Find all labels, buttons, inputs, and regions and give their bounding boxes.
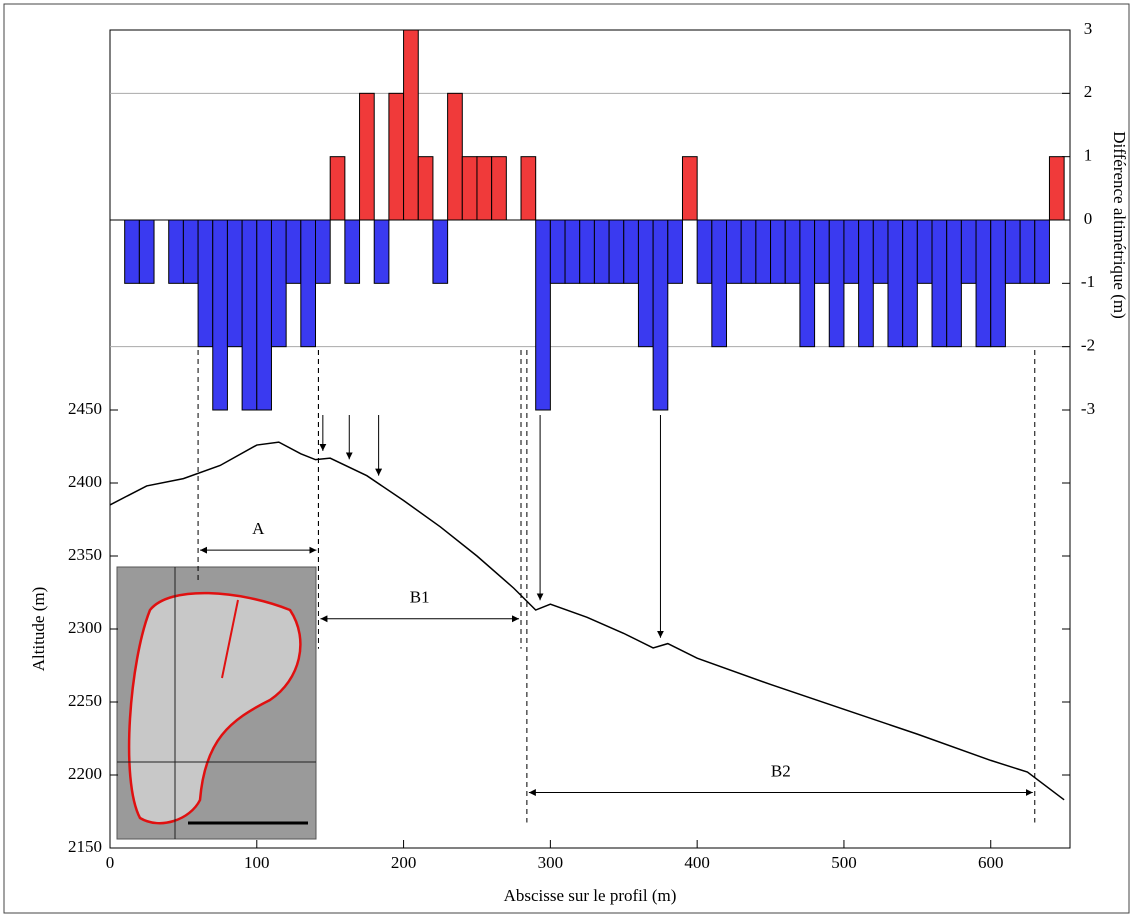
x-axis-label: Abscisse sur le profil (m) bbox=[504, 886, 677, 905]
diff-bar bbox=[652, 219, 669, 411]
diff-bar bbox=[359, 92, 375, 221]
diff-bar bbox=[256, 219, 272, 411]
y2-tick-label: 2 bbox=[1084, 82, 1093, 101]
diff-bar bbox=[197, 219, 214, 348]
diff-bar bbox=[124, 219, 140, 284]
diff-bar bbox=[300, 219, 317, 348]
y-tick-label: 2350 bbox=[68, 545, 102, 564]
diff-bar bbox=[916, 219, 933, 284]
y2-axis-label: Différence altimétrique (m) bbox=[1110, 131, 1129, 319]
diff-bar bbox=[887, 219, 904, 348]
diff-bar bbox=[1004, 219, 1021, 284]
diff-bar bbox=[329, 156, 346, 221]
diff-bar bbox=[447, 92, 463, 221]
diff-bar bbox=[138, 219, 155, 284]
diff-bar bbox=[182, 219, 199, 284]
diff-bar bbox=[212, 219, 228, 411]
y2-tick-label: 3 bbox=[1084, 19, 1093, 38]
y2-tick-label: 1 bbox=[1084, 146, 1093, 165]
diff-bar bbox=[417, 156, 434, 221]
diff-bar bbox=[344, 219, 361, 284]
diff-bar bbox=[226, 219, 243, 348]
diff-bar bbox=[403, 29, 419, 221]
y-tick-label: 2400 bbox=[68, 472, 102, 491]
x-tick-label: 100 bbox=[244, 853, 270, 872]
span-label: B1 bbox=[410, 588, 430, 607]
diff-bar bbox=[241, 219, 258, 411]
span-label: B2 bbox=[771, 761, 791, 780]
altitude-line bbox=[109, 441, 1065, 801]
diff-bar bbox=[579, 219, 595, 284]
page-border bbox=[3, 3, 1130, 914]
y-tick-label: 2250 bbox=[68, 691, 102, 710]
diff-bar bbox=[623, 219, 639, 284]
x-tick-label: 600 bbox=[978, 853, 1004, 872]
diff-bar bbox=[315, 219, 331, 284]
diff-bar bbox=[549, 219, 566, 284]
diff-bar bbox=[843, 219, 860, 284]
diff-bar bbox=[564, 219, 581, 284]
y-tick-label: 2300 bbox=[68, 618, 102, 637]
diff-bar bbox=[726, 219, 742, 284]
diff-bar bbox=[270, 219, 287, 348]
diff-bar bbox=[432, 219, 449, 284]
y-axis-label: Altitude (m) bbox=[29, 587, 48, 672]
diff-bar bbox=[461, 156, 478, 221]
span-label: A bbox=[252, 519, 265, 538]
diff-bar bbox=[373, 219, 390, 284]
diff-bar bbox=[740, 219, 757, 284]
diff-bar bbox=[520, 156, 537, 221]
x-tick-label: 500 bbox=[831, 853, 857, 872]
diff-bar bbox=[946, 219, 962, 348]
y2-tick-label: -1 bbox=[1081, 272, 1095, 291]
diff-bar bbox=[975, 219, 992, 348]
diff-bar bbox=[535, 219, 551, 411]
x-tick-label: 400 bbox=[684, 853, 710, 872]
diff-bar bbox=[637, 219, 654, 348]
diff-bar bbox=[667, 219, 683, 284]
diff-bar bbox=[491, 156, 507, 221]
diff-bar bbox=[814, 219, 830, 284]
y-tick-label: 2450 bbox=[68, 399, 102, 418]
diff-bar bbox=[388, 92, 405, 221]
diff-bar bbox=[168, 219, 184, 284]
diff-bar bbox=[755, 219, 772, 284]
x-tick-label: 0 bbox=[106, 853, 115, 872]
plot-frame bbox=[109, 29, 1071, 849]
y2-tick-label: -3 bbox=[1081, 399, 1095, 418]
diff-bar bbox=[681, 156, 698, 221]
y2-tick-label: -2 bbox=[1081, 336, 1095, 355]
diff-bar bbox=[1034, 219, 1050, 284]
diff-bar bbox=[476, 156, 493, 221]
diff-bar bbox=[931, 219, 948, 348]
x-tick-label: 200 bbox=[391, 853, 417, 872]
diff-bar bbox=[784, 219, 801, 284]
diff-bar bbox=[770, 219, 786, 284]
diff-bar bbox=[696, 219, 713, 284]
diff-bar bbox=[1019, 219, 1036, 284]
y-tick-label: 2150 bbox=[68, 837, 102, 856]
diff-bar bbox=[1048, 156, 1065, 221]
diff-bar bbox=[858, 219, 874, 348]
x-tick-label: 300 bbox=[538, 853, 564, 872]
diff-bar bbox=[828, 219, 845, 348]
diff-bar bbox=[799, 219, 816, 348]
y2-tick-label: 0 bbox=[1084, 209, 1093, 228]
diff-bar bbox=[593, 219, 610, 284]
diff-bar bbox=[872, 219, 889, 284]
diff-bar bbox=[902, 219, 918, 348]
inset-photo bbox=[116, 566, 317, 840]
y-tick-label: 2200 bbox=[68, 764, 102, 783]
diff-bar bbox=[285, 219, 302, 284]
diff-bar bbox=[960, 219, 977, 284]
diff-bar bbox=[608, 219, 625, 284]
diff-bar bbox=[711, 219, 728, 348]
diff-bar bbox=[990, 219, 1006, 348]
